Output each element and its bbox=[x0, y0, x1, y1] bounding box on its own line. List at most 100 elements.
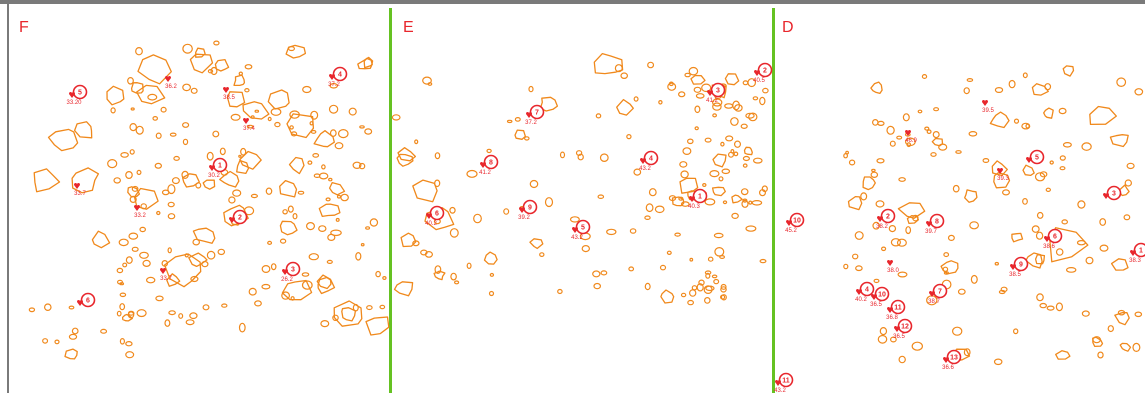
small-outline bbox=[712, 102, 722, 111]
fixation-marker[interactable]: 6 bbox=[77, 292, 96, 308]
small-outline bbox=[725, 135, 734, 142]
small-outline bbox=[290, 296, 295, 301]
small-outline bbox=[330, 229, 342, 237]
panel-divider-f-e bbox=[389, 8, 392, 393]
fixation-marker[interactable]: 543.2 bbox=[571, 219, 591, 242]
large-outline bbox=[724, 73, 740, 86]
small-outline bbox=[1013, 118, 1020, 124]
small-outline bbox=[152, 115, 159, 121]
small-outline bbox=[325, 197, 331, 202]
small-outline bbox=[326, 259, 333, 264]
small-outline bbox=[569, 216, 580, 223]
large-outline bbox=[195, 47, 206, 58]
fixation-marker[interactable]: 938.5 bbox=[1009, 256, 1029, 279]
small-outline bbox=[1076, 239, 1086, 246]
fixation-marker[interactable]: 841.2 bbox=[479, 154, 499, 177]
small-outline bbox=[182, 43, 193, 54]
small-outline bbox=[1055, 302, 1064, 312]
small-outline bbox=[581, 245, 591, 253]
small-outline bbox=[712, 98, 723, 107]
large-outline bbox=[433, 270, 446, 281]
small-outline bbox=[119, 282, 125, 286]
fixation-marker[interactable]: 640.2 bbox=[425, 205, 445, 228]
fixation-marker[interactable]: 238.2 bbox=[876, 208, 896, 231]
small-outline bbox=[302, 85, 312, 94]
fixation-marker[interactable]: 37.4 bbox=[243, 118, 255, 132]
fixation-marker[interactable]: 33.2 bbox=[134, 205, 146, 219]
fixation-marker[interactable]: 3 bbox=[1103, 185, 1122, 201]
small-outline bbox=[742, 163, 748, 168]
fixation-marker[interactable]: 38.0 bbox=[887, 260, 899, 274]
small-outline bbox=[147, 93, 158, 101]
large-outline bbox=[106, 85, 125, 106]
small-outline bbox=[1039, 302, 1048, 309]
fixation-marker[interactable]: 39.3 bbox=[997, 168, 1009, 182]
fixation-marker[interactable]: 12 36.5 bbox=[893, 318, 913, 341]
fixation-marker[interactable]: 46.9 bbox=[905, 130, 917, 144]
fixation-marker[interactable]: 738.7 bbox=[928, 283, 948, 306]
fixation-marker[interactable]: 11 36.8 bbox=[886, 299, 906, 322]
small-outline bbox=[100, 328, 108, 334]
small-outline bbox=[107, 159, 118, 169]
fixation-marker[interactable]: 10 36.5 bbox=[870, 286, 890, 309]
marker-number: 4 bbox=[649, 156, 653, 163]
fixation-marker[interactable]: 138.3 bbox=[1129, 242, 1145, 265]
small-outline bbox=[309, 121, 314, 126]
fixation-marker[interactable]: 939.2 bbox=[518, 199, 538, 222]
large-outline bbox=[285, 44, 307, 59]
fixation-marker[interactable]: 326.2 bbox=[281, 261, 301, 284]
small-outline bbox=[270, 107, 282, 116]
marker-number: 12 bbox=[901, 324, 909, 331]
fixation-marker[interactable]: 140.3 bbox=[688, 188, 708, 211]
small-outline bbox=[575, 150, 583, 156]
fixation-marker[interactable]: 5 bbox=[1026, 149, 1045, 165]
large-outline bbox=[223, 204, 249, 227]
small-outline bbox=[952, 184, 960, 193]
fixation-marker[interactable]: 10 45.2 bbox=[785, 212, 805, 235]
fixation-marker[interactable]: 437.2 bbox=[328, 66, 348, 89]
small-outline bbox=[321, 164, 326, 170]
fixation-marker[interactable]: 533.20 bbox=[66, 84, 88, 107]
fixation-marker[interactable]: 341.2 bbox=[706, 82, 726, 105]
small-outline bbox=[54, 339, 60, 345]
small-outline bbox=[644, 282, 651, 291]
small-outline bbox=[1099, 218, 1107, 226]
fixation-marker[interactable]: 13 36.6 bbox=[942, 349, 962, 372]
small-outline bbox=[678, 196, 684, 201]
fixation-marker[interactable]: 33.7 bbox=[74, 183, 86, 197]
fixation-marker[interactable]: 737.2 bbox=[525, 104, 545, 127]
small-outline bbox=[131, 246, 139, 252]
heart-icon bbox=[887, 307, 893, 313]
large-outline bbox=[226, 91, 246, 108]
fixation-marker[interactable]: 240.5 bbox=[753, 62, 773, 85]
marker-number: 5 bbox=[1035, 155, 1039, 162]
fixation-marker[interactable]: 11 43.2 bbox=[774, 372, 794, 393]
panel-label-e: E bbox=[403, 19, 414, 36]
fixation-marker[interactable]: 440.2 bbox=[855, 281, 875, 304]
large-outline bbox=[279, 220, 298, 236]
small-outline bbox=[740, 188, 749, 196]
marker-value: 36.2 bbox=[165, 84, 177, 90]
small-outline bbox=[489, 272, 495, 277]
small-outline bbox=[559, 151, 566, 159]
small-outline bbox=[747, 78, 757, 88]
fixation-marker[interactable]: 38.5 bbox=[223, 87, 235, 101]
fixation-marker[interactable]: 33.7 bbox=[160, 268, 172, 282]
small-outline bbox=[889, 140, 896, 147]
fixation-marker[interactable]: 839.7 bbox=[925, 213, 945, 236]
small-outline bbox=[752, 96, 759, 101]
fixation-marker[interactable]: 638.6 bbox=[1043, 228, 1063, 251]
fixation-marker[interactable]: 130.2 bbox=[208, 157, 228, 180]
large-outline bbox=[188, 252, 208, 268]
fixation-marker[interactable]: 2 bbox=[229, 209, 248, 225]
fixation-marker[interactable]: 443.2 bbox=[639, 150, 659, 173]
fixation-marker[interactable]: 36.2 bbox=[165, 76, 177, 90]
small-outline bbox=[43, 303, 52, 312]
large-outline bbox=[529, 238, 544, 250]
heart-icon bbox=[887, 260, 893, 266]
fixation-marker[interactable]: 39.5 bbox=[982, 100, 994, 114]
small-outline bbox=[963, 87, 970, 95]
small-outline bbox=[994, 261, 1000, 266]
small-outline bbox=[125, 171, 133, 180]
marker-group[interactable]: 533.20 437.2 130.2 2 326.2 6 36.2 38.5 37.4 33.7 3… bbox=[66, 62, 1145, 393]
